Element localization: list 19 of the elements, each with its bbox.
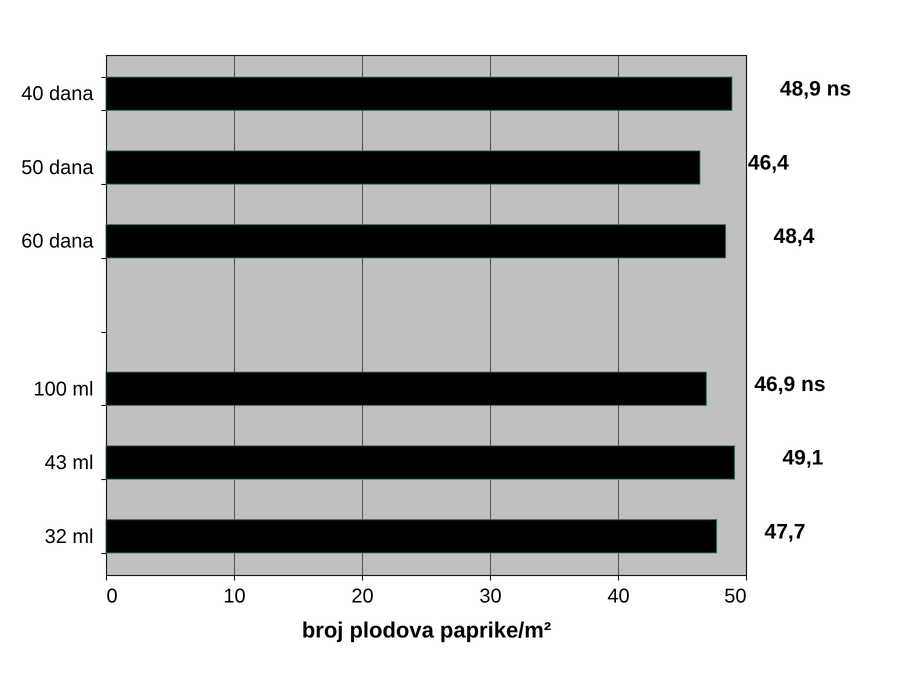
data-label: 46,4	[748, 151, 790, 174]
y-tick-label: 60 dana	[21, 230, 94, 253]
x-tick-label: 0	[106, 586, 118, 608]
x-tick-label: 50	[724, 586, 746, 608]
x-tick-label: 20	[351, 586, 374, 608]
x-tick-label: 30	[479, 586, 502, 608]
y-tick-label: 32 ml	[44, 526, 94, 548]
data-label: 46,9 ns	[754, 372, 826, 396]
y-tick-label: 100 ml	[33, 378, 94, 400]
y-tick-label: 43 ml	[44, 452, 94, 474]
x-tick-label: 40	[607, 586, 630, 608]
x-axis-title: broj plodova paprike/m²	[302, 618, 552, 642]
x-tick-label: 10	[223, 586, 246, 608]
data-label: 48,4	[774, 225, 815, 248]
y-tick-label: 50 dana	[21, 156, 94, 179]
data-label: 49,1	[782, 446, 824, 470]
data-label: 48,9 ns	[780, 78, 852, 101]
y-tick-label: 40 dana	[21, 83, 94, 106]
data-label: 47,7	[764, 520, 806, 544]
